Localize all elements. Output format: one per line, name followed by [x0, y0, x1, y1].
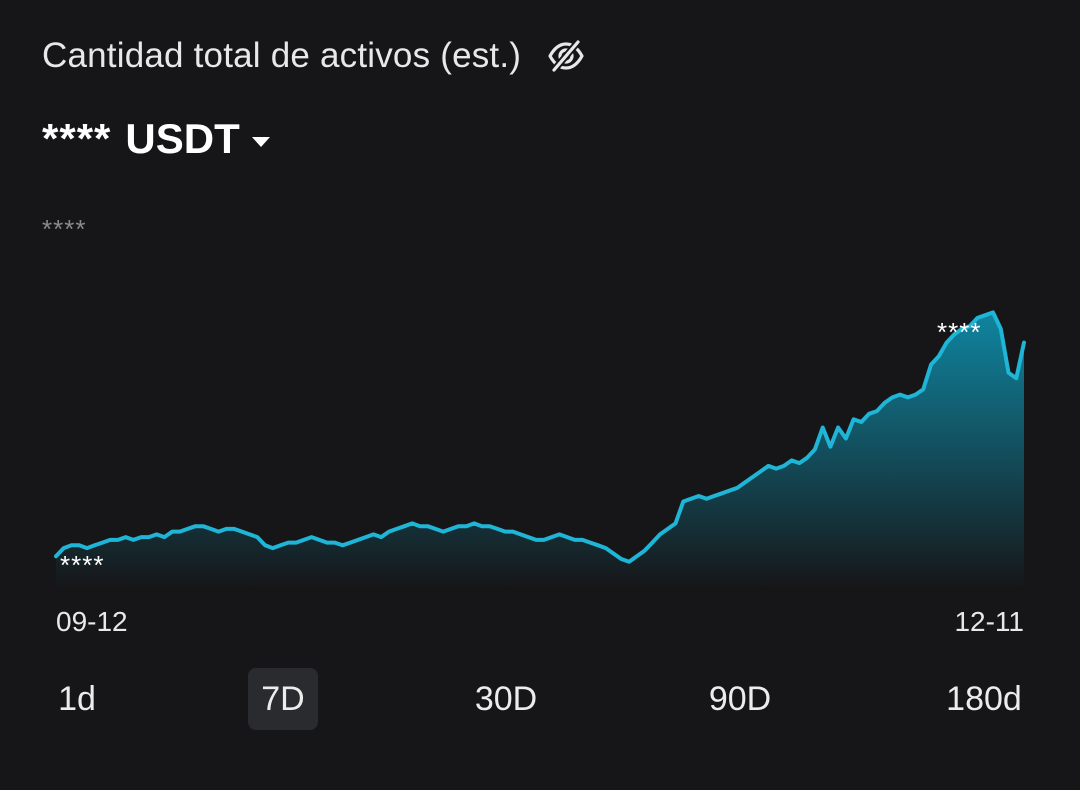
tab-90d[interactable]: 90D	[708, 679, 772, 718]
chart-line	[54, 310, 1026, 564]
balance-value: ****	[42, 115, 112, 162]
caret-down-icon[interactable]	[251, 137, 270, 147]
tab-1d[interactable]: 1d	[58, 679, 96, 718]
asset-chart: **** ****	[54, 310, 1026, 588]
chart-max-label: ****	[42, 214, 87, 244]
x-axis-end-date: 12-11	[954, 606, 1024, 637]
chart-low-label: ****	[60, 550, 104, 580]
header: Cantidad total de activos (est.)	[42, 34, 585, 78]
x-axis-start-date: 09-12	[56, 606, 128, 637]
currency-label: USDT	[125, 115, 240, 162]
eye-slash-icon[interactable]	[547, 37, 585, 75]
page-title: Cantidad total de activos (est.)	[42, 36, 522, 75]
total-balance[interactable]: **** USDT	[42, 112, 270, 166]
time-range-tabs: 1d 7D 30D 90D 180d	[0, 668, 1080, 732]
tab-7d[interactable]: 7D	[248, 668, 318, 730]
tab-180d[interactable]: 180d	[946, 679, 1022, 718]
chart-area	[56, 312, 1024, 588]
tab-30d[interactable]: 30D	[474, 679, 538, 718]
chart-high-label: ****	[937, 317, 981, 347]
